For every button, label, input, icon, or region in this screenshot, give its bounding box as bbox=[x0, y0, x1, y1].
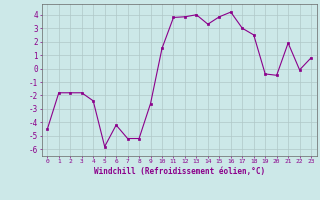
X-axis label: Windchill (Refroidissement éolien,°C): Windchill (Refroidissement éolien,°C) bbox=[94, 167, 265, 176]
